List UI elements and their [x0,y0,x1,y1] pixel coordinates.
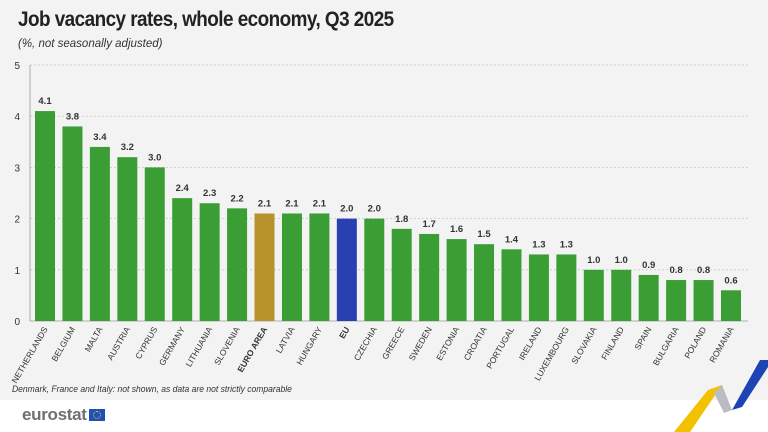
bar-estonia [446,239,467,321]
x-tick-label: GREECE [380,325,407,361]
x-tick-label: SPAIN [632,325,653,352]
x-tick-label: LITHUANIA [184,325,215,369]
bar-sweden [419,233,440,321]
data-label: 2.1 [258,198,272,209]
bar-austria [117,157,138,321]
chart-title: Job vacancy rates, whole economy, Q3 202… [18,8,394,31]
eurostat-logo: eurostat [22,405,105,425]
data-label: 2.0 [340,204,353,215]
data-label: 0.8 [670,265,683,276]
bar-luxembourg [556,254,577,321]
data-label: 1.3 [560,239,573,250]
bar-malta [89,146,110,321]
data-label: 2.0 [368,204,381,215]
bar-poland [693,280,714,321]
bar-latvia [281,213,302,321]
bar-chart: 0 1 2 3 4 5 4.1 NETHERLANDS 3.8 BELGIUM 3.4 MALTA 3.… [9,61,748,385]
bar-bulgaria [666,280,687,321]
x-tick-label: CZECHIA [352,325,379,363]
y-tick-label: 4 [14,112,20,123]
bar-euro-area [254,213,275,321]
bar-cyprus [144,167,165,321]
bar-slovakia [583,269,604,321]
x-tick-label: CYPRUS [133,325,160,361]
chart-subtitle: (%, not seasonally adjusted) [18,38,163,50]
eu-flag-icon [88,409,105,421]
data-label: 2.3 [203,188,216,199]
data-label: 1.5 [477,229,491,240]
x-tick-label: FINLAND [599,325,626,362]
y-tick-label: 5 [14,61,20,72]
logo-text: eurostat [22,405,87,424]
data-label: 1.0 [587,255,600,266]
bar-germany [172,198,193,321]
bar-eu [336,218,357,321]
x-tick-label: HUNGARY [294,325,324,367]
data-label: 0.6 [724,275,737,286]
x-tick-label: ESTONIA [434,325,461,362]
bar-belgium [62,126,83,321]
y-tick-label: 3 [14,163,20,174]
x-tick-label: BELGIUM [49,325,77,363]
x-tick-label: AUSTRIA [105,325,132,362]
x-tick-label: LATVIA [274,325,297,355]
y-tick-label: 1 [14,266,20,277]
x-tick-label: IRELAND [517,325,544,362]
data-label: 1.7 [423,219,436,230]
data-label: 1.6 [450,224,463,235]
ribbon-gray [714,385,732,413]
data-label: 1.0 [615,255,628,266]
x-tick-label: EU [337,325,352,340]
data-label: 2.2 [230,193,243,204]
bar-greece [391,228,412,321]
x-tick-label: PORTUGAL [484,325,516,371]
data-label: 2.1 [313,198,327,209]
x-tick-label: SLOVAKIA [569,325,599,366]
bar-slovenia [227,208,248,321]
data-label: 3.2 [121,142,134,153]
x-tick-label: NETHERLANDS [9,325,49,385]
data-label: 4.1 [38,96,52,107]
data-label: 2.1 [285,198,299,209]
bar-finland [611,269,632,321]
ribbon-yellow [674,385,722,432]
data-label: 1.4 [505,234,519,245]
data-label: 3.4 [93,132,107,143]
bar-hungary [309,213,330,321]
x-tick-label: SWEDEN [407,325,434,362]
data-label: 0.8 [697,265,710,276]
x-tick-label: GERMANY [157,325,187,368]
bar-spain [638,274,659,321]
bar-netherlands [35,111,55,321]
bar-romania [721,290,741,321]
bar-croatia [474,244,495,321]
data-label: 3.0 [148,152,161,163]
data-label: 1.8 [395,214,408,225]
x-tick-label: SLOVENIA [212,325,242,367]
bar-czechia [364,218,385,321]
x-tick-label: MALTA [82,325,104,354]
data-label: 1.3 [532,239,545,250]
bar-ireland [528,254,549,321]
data-label: 2.4 [176,183,190,194]
data-label: 3.8 [66,111,79,122]
bar-portugal [501,249,522,321]
eurostat-ribbon-decoration [674,360,768,432]
data-label: 0.9 [642,260,655,271]
footnote: Denmark, France and Italy: not shown, as… [12,384,292,395]
ribbon-blue [732,360,768,410]
x-tick-label: CROATIA [462,325,489,362]
y-tick-label: 0 [14,317,20,328]
y-tick-label: 2 [14,215,20,226]
bar-lithuania [199,203,220,321]
